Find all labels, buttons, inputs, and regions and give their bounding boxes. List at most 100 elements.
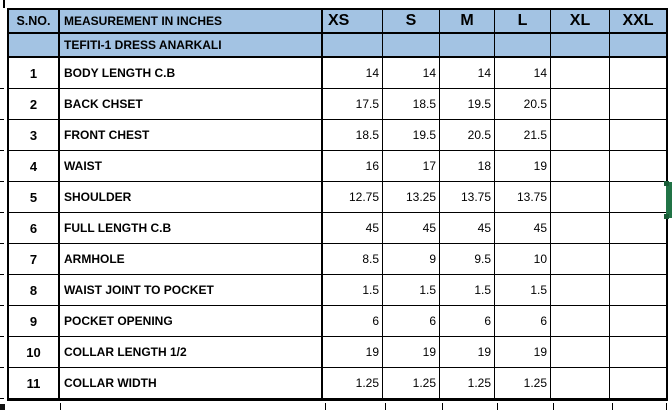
value-cell-xs[interactable]: 1.5: [323, 275, 383, 306]
row-number-cell[interactable]: 6: [9, 213, 60, 244]
value-cell-xxl[interactable]: [610, 244, 666, 275]
value-cell-s[interactable]: 19: [383, 337, 440, 368]
value-cell-xxl[interactable]: [610, 275, 666, 306]
value-cell-l[interactable]: 19: [495, 151, 551, 182]
value-cell-s[interactable]: 45: [383, 213, 440, 244]
measurement-label-cell[interactable]: WAIST JOINT TO POCKET: [60, 275, 323, 306]
value-cell-xl[interactable]: [551, 89, 610, 120]
value-cell-xl[interactable]: [551, 182, 610, 213]
value-cell-s[interactable]: 18.5: [383, 89, 440, 120]
measurement-label-cell[interactable]: POCKET OPENING: [60, 306, 323, 337]
row-number-cell[interactable]: 8: [9, 275, 60, 306]
value-cell-l[interactable]: 13.75: [495, 182, 551, 213]
value-cell-xxl[interactable]: [610, 182, 666, 213]
value-cell-l[interactable]: 14: [495, 58, 551, 89]
value-cell-m[interactable]: 20.5: [440, 120, 495, 151]
row-number-cell[interactable]: 7: [9, 244, 60, 275]
row-number-cell[interactable]: 10: [9, 337, 60, 368]
value-cell-s[interactable]: 14: [383, 58, 440, 89]
header-size-xxl[interactable]: XXL: [610, 10, 666, 34]
value-cell-xxl[interactable]: [610, 368, 666, 399]
value-cell-s[interactable]: 6: [383, 306, 440, 337]
value-cell-m[interactable]: 13.75: [440, 182, 495, 213]
value-cell-l[interactable]: 6: [495, 306, 551, 337]
value-cell-s[interactable]: 1.25: [383, 368, 440, 399]
row-number-cell[interactable]: 5: [9, 182, 60, 213]
value-cell-xxl[interactable]: [610, 89, 666, 120]
value-cell-s[interactable]: 13.25: [383, 182, 440, 213]
value-cell-m[interactable]: 19: [440, 337, 495, 368]
value-cell-l[interactable]: 19: [495, 337, 551, 368]
value-cell-xs[interactable]: 12.75: [323, 182, 383, 213]
header-size-xl[interactable]: XL: [551, 10, 610, 34]
row-number-cell[interactable]: 1: [9, 58, 60, 89]
value-cell-m[interactable]: 6: [440, 306, 495, 337]
subheader-empty-cell[interactable]: [440, 34, 495, 58]
value-cell-s[interactable]: 19.5: [383, 120, 440, 151]
value-cell-m[interactable]: 1.5: [440, 275, 495, 306]
value-cell-xs[interactable]: 16: [323, 151, 383, 182]
header-sno[interactable]: S.NO.: [9, 10, 60, 34]
value-cell-xl[interactable]: [551, 275, 610, 306]
measurement-label-cell[interactable]: COLLAR WIDTH: [60, 368, 323, 399]
measurement-label-cell[interactable]: BODY LENGTH C.B: [60, 58, 323, 89]
measurement-label-cell[interactable]: FULL LENGTH C.B: [60, 213, 323, 244]
value-cell-xs[interactable]: 8.5: [323, 244, 383, 275]
value-cell-xl[interactable]: [551, 306, 610, 337]
value-cell-xl[interactable]: [551, 244, 610, 275]
measurement-label-cell[interactable]: ARMHOLE: [60, 244, 323, 275]
header-size-l[interactable]: L: [495, 10, 551, 34]
value-cell-xxl[interactable]: [610, 58, 666, 89]
value-cell-s[interactable]: 1.5: [383, 275, 440, 306]
subheader-empty-cell[interactable]: [551, 34, 610, 58]
value-cell-xs[interactable]: 14: [323, 58, 383, 89]
subheader-style-name[interactable]: TEFITI-1 DRESS ANARKALI: [60, 34, 323, 58]
row-number-cell[interactable]: 2: [9, 89, 60, 120]
cell-selection-indicator[interactable]: [664, 181, 672, 219]
value-cell-xxl[interactable]: [610, 337, 666, 368]
subheader-empty-cell[interactable]: [610, 34, 666, 58]
value-cell-xxl[interactable]: [610, 213, 666, 244]
value-cell-xxl[interactable]: [610, 120, 666, 151]
row-number-cell[interactable]: 11: [9, 368, 60, 399]
value-cell-xs[interactable]: 17.5: [323, 89, 383, 120]
value-cell-l[interactable]: 21.5: [495, 120, 551, 151]
value-cell-l[interactable]: 10: [495, 244, 551, 275]
value-cell-m[interactable]: 19.5: [440, 89, 495, 120]
value-cell-xs[interactable]: 45: [323, 213, 383, 244]
value-cell-xl[interactable]: [551, 151, 610, 182]
value-cell-m[interactable]: 9.5: [440, 244, 495, 275]
header-size-m[interactable]: M: [440, 10, 495, 34]
value-cell-xl[interactable]: [551, 58, 610, 89]
measurement-label-cell[interactable]: COLLAR LENGTH 1/2: [60, 337, 323, 368]
value-cell-l[interactable]: 20.5: [495, 89, 551, 120]
subheader-empty-cell[interactable]: [383, 34, 440, 58]
value-cell-xs[interactable]: 6: [323, 306, 383, 337]
value-cell-xs[interactable]: 19: [323, 337, 383, 368]
value-cell-xxl[interactable]: [610, 306, 666, 337]
value-cell-s[interactable]: 17: [383, 151, 440, 182]
value-cell-xl[interactable]: [551, 368, 610, 399]
value-cell-l[interactable]: 45: [495, 213, 551, 244]
measurement-label-cell[interactable]: BACK CHSET: [60, 89, 323, 120]
value-cell-xs[interactable]: 1.25: [323, 368, 383, 399]
value-cell-m[interactable]: 45: [440, 213, 495, 244]
value-cell-s[interactable]: 9: [383, 244, 440, 275]
row-number-cell[interactable]: 9: [9, 306, 60, 337]
row-number-cell[interactable]: 4: [9, 151, 60, 182]
measurement-label-cell[interactable]: SHOULDER: [60, 182, 323, 213]
value-cell-m[interactable]: 1.25: [440, 368, 495, 399]
value-cell-m[interactable]: 18: [440, 151, 495, 182]
subheader-empty-cell[interactable]: [323, 34, 383, 58]
measurement-label-cell[interactable]: FRONT CHEST: [60, 120, 323, 151]
row-number-cell[interactable]: 3: [9, 120, 60, 151]
header-size-xs[interactable]: XS: [323, 10, 383, 34]
value-cell-xs[interactable]: 18.5: [323, 120, 383, 151]
value-cell-xl[interactable]: [551, 337, 610, 368]
value-cell-xl[interactable]: [551, 120, 610, 151]
value-cell-l[interactable]: 1.5: [495, 275, 551, 306]
measurement-label-cell[interactable]: WAIST: [60, 151, 323, 182]
value-cell-xl[interactable]: [551, 213, 610, 244]
value-cell-m[interactable]: 14: [440, 58, 495, 89]
subheader-empty-cell[interactable]: [495, 34, 551, 58]
